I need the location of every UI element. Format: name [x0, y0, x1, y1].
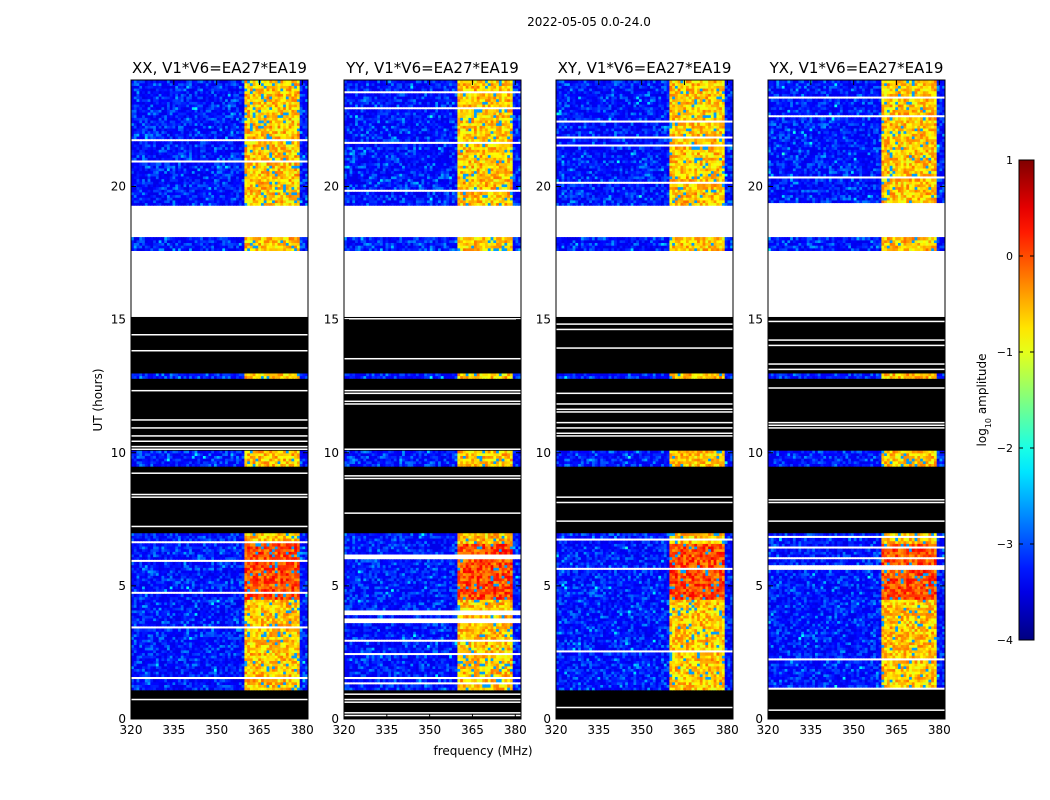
- y-tick-label: 15: [324, 313, 339, 327]
- colorbar-tick-label: −3: [997, 538, 1013, 551]
- x-tick-label: 335: [375, 723, 398, 737]
- colorbar-tick-label: −4: [997, 634, 1013, 647]
- x-axis-label: frequency (MHz): [433, 744, 532, 758]
- x-tick-label: 350: [205, 723, 228, 737]
- panel-title: XY, V1*V6=EA27*EA19: [558, 59, 732, 77]
- x-tick-label: 320: [333, 723, 356, 737]
- y-tick-label: 20: [748, 180, 763, 194]
- x-tick-label: 320: [120, 723, 143, 737]
- panel-4: YX, V1*V6=EA27*EA19 320 335 350 365 380 0 5 10 15…: [748, 59, 951, 737]
- y-tick-label: 20: [536, 180, 551, 194]
- y-tick-label: 10: [324, 446, 339, 460]
- x-tick-label: 335: [799, 723, 822, 737]
- panel-2: YY, V1*V6=EA27*EA19 320 335 350 365 380 0 5 10 15…: [324, 59, 527, 737]
- y-tick-label: 0: [118, 712, 126, 726]
- y-tick-label: 5: [331, 579, 339, 593]
- x-tick-label: 335: [162, 723, 185, 737]
- y-tick-label: 20: [111, 180, 126, 194]
- colorbar-tick-label: 0: [1006, 250, 1013, 263]
- panel-frame: [130, 79, 309, 720]
- panel-heatmap: [131, 80, 308, 719]
- colorbar-tick-label: −1: [997, 346, 1013, 359]
- x-tick-label: 350: [630, 723, 653, 737]
- x-tick-label: 380: [504, 723, 527, 737]
- y-tick-label: 15: [748, 313, 763, 327]
- y-tick-label: 5: [543, 579, 551, 593]
- colorbar-tick-label: 1: [1006, 154, 1013, 167]
- y-tick-label: 5: [118, 579, 126, 593]
- y-tick-label: 0: [331, 712, 339, 726]
- x-tick-label: 380: [716, 723, 739, 737]
- panel-heatmap: [768, 80, 945, 719]
- panel-frame: [555, 79, 734, 720]
- y-tick-label: 15: [536, 313, 551, 327]
- panel-frame: [767, 79, 946, 720]
- y-axis-label: UT (hours): [91, 368, 105, 431]
- panel-title: YY, V1*V6=EA27*EA19: [345, 59, 519, 77]
- panel-title: YX, V1*V6=EA27*EA19: [769, 59, 944, 77]
- panel-heatmap: [556, 80, 733, 719]
- panel-heatmap: [344, 80, 521, 719]
- x-tick-label: 365: [248, 723, 271, 737]
- x-tick-label: 320: [757, 723, 780, 737]
- x-tick-label: 335: [587, 723, 610, 737]
- y-tick-label: 0: [543, 712, 551, 726]
- x-tick-label: 365: [461, 723, 484, 737]
- panel-1: XX, V1*V6=EA27*EA19 320 335 350 365 380 0 5 10 15…: [111, 59, 314, 737]
- y-tick-label: 10: [536, 446, 551, 460]
- y-tick-label: 0: [755, 712, 763, 726]
- x-tick-label: 320: [545, 723, 568, 737]
- y-tick-label: 15: [111, 313, 126, 327]
- y-tick-label: 10: [111, 446, 126, 460]
- panel-3: XY, V1*V6=EA27*EA19 320 335 350 365 380 0 5 10 15…: [536, 59, 739, 737]
- y-tick-label: 20: [324, 180, 339, 194]
- x-tick-label: 380: [928, 723, 951, 737]
- colorbar-tick-label: −2: [997, 442, 1013, 455]
- x-tick-label: 365: [673, 723, 696, 737]
- x-tick-label: 350: [842, 723, 865, 737]
- colorbar: 1 0 −1 −2 −3 −4 log10 amplitude: [975, 154, 1035, 647]
- figure-title: 2022-05-05 0.0-24.0: [527, 15, 651, 29]
- colorbar-label: log10 amplitude: [975, 354, 993, 447]
- x-tick-label: 365: [885, 723, 908, 737]
- x-tick-label: 380: [291, 723, 314, 737]
- panel-frame: [343, 79, 522, 720]
- colorbar-gradient: [1018, 159, 1035, 641]
- panel-title: XX, V1*V6=EA27*EA19: [132, 59, 307, 77]
- y-tick-label: 5: [755, 579, 763, 593]
- x-tick-label: 350: [418, 723, 441, 737]
- panels-group: XX, V1*V6=EA27*EA19 320 335 350 365 380 0 5 10 15…: [111, 59, 951, 737]
- y-tick-label: 10: [748, 446, 763, 460]
